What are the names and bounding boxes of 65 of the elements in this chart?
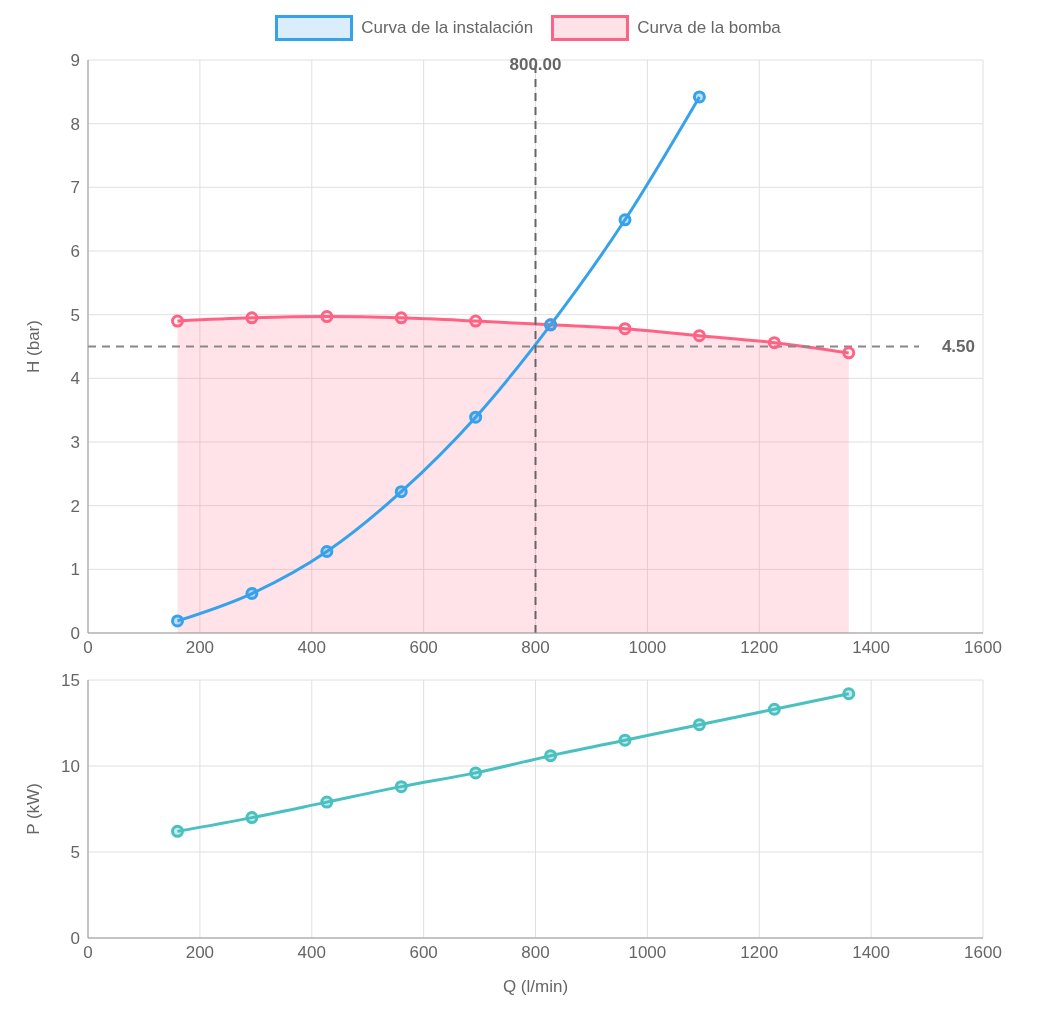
point [692,718,706,732]
y-tick-label: 3 [70,433,80,453]
y-tick-label: 5 [70,305,80,325]
ref-line-label: 800.00 [509,55,562,75]
point [171,824,184,838]
point [394,485,408,499]
y-tick-label: 2 [70,496,80,516]
legend-label: Curva de la bomba [637,18,781,38]
point [245,811,259,825]
x-tick-label: 600 [409,943,438,963]
point [544,749,558,763]
y-tick-label: 5 [70,843,80,863]
ref-line-label: 4.50 [941,337,975,356]
x-tick-label: 400 [297,638,326,658]
x-tick-label: 1400 [852,638,891,658]
y-tick-label: 4 [70,369,80,389]
y-axis-title: H (bar) [24,320,44,373]
point [320,795,334,809]
x-tick-label: 200 [185,638,215,658]
x-tick-label: 200 [185,943,215,963]
point [320,310,334,324]
point [469,410,483,424]
y-tick-label: 0 [70,929,80,949]
y-axis-title: P (kW) [24,783,44,835]
point [842,346,856,360]
x-tick-label: 1000 [628,638,667,658]
point [245,587,259,601]
point [320,545,334,559]
x-tick-label: 800 [521,638,550,658]
point [171,314,184,328]
x-tick-label: 1200 [740,638,779,658]
point [618,213,632,227]
y-tick-label: 7 [70,178,80,198]
y-tick-label: 0 [70,624,80,644]
y-tick-label: 15 [61,671,80,691]
point [394,780,408,794]
x-tick-label: 800 [521,943,550,963]
point [171,614,184,628]
x-axis-title: Q (l/min) [502,977,569,997]
point [767,702,781,716]
point [692,329,706,343]
point [469,314,483,328]
x-tick-label: 600 [409,638,438,658]
x-tick-label: 1600 [964,943,1002,963]
y-tick-label: 6 [70,242,80,262]
x-tick-label: 1400 [852,943,891,963]
x-tick-label: 1000 [628,943,667,963]
y-tick-label: 10 [61,757,80,777]
y-tick-label: 9 [70,51,80,71]
point [394,311,408,325]
y-tick-label: 8 [70,114,80,134]
x-tick-label: 0 [83,638,93,658]
point [618,733,632,747]
x-tick-label: 1200 [740,943,779,963]
point [767,336,781,350]
point [245,311,259,325]
x-tick-label: 400 [297,943,326,963]
x-tick-label: 0 [83,943,93,963]
legend-label: Curva de la instalación [361,18,534,38]
point [618,322,632,336]
x-tick-label: 1600 [964,638,1002,658]
y-tick-label: 1 [70,560,80,580]
point [692,90,706,104]
point [842,687,856,701]
point [469,766,483,780]
